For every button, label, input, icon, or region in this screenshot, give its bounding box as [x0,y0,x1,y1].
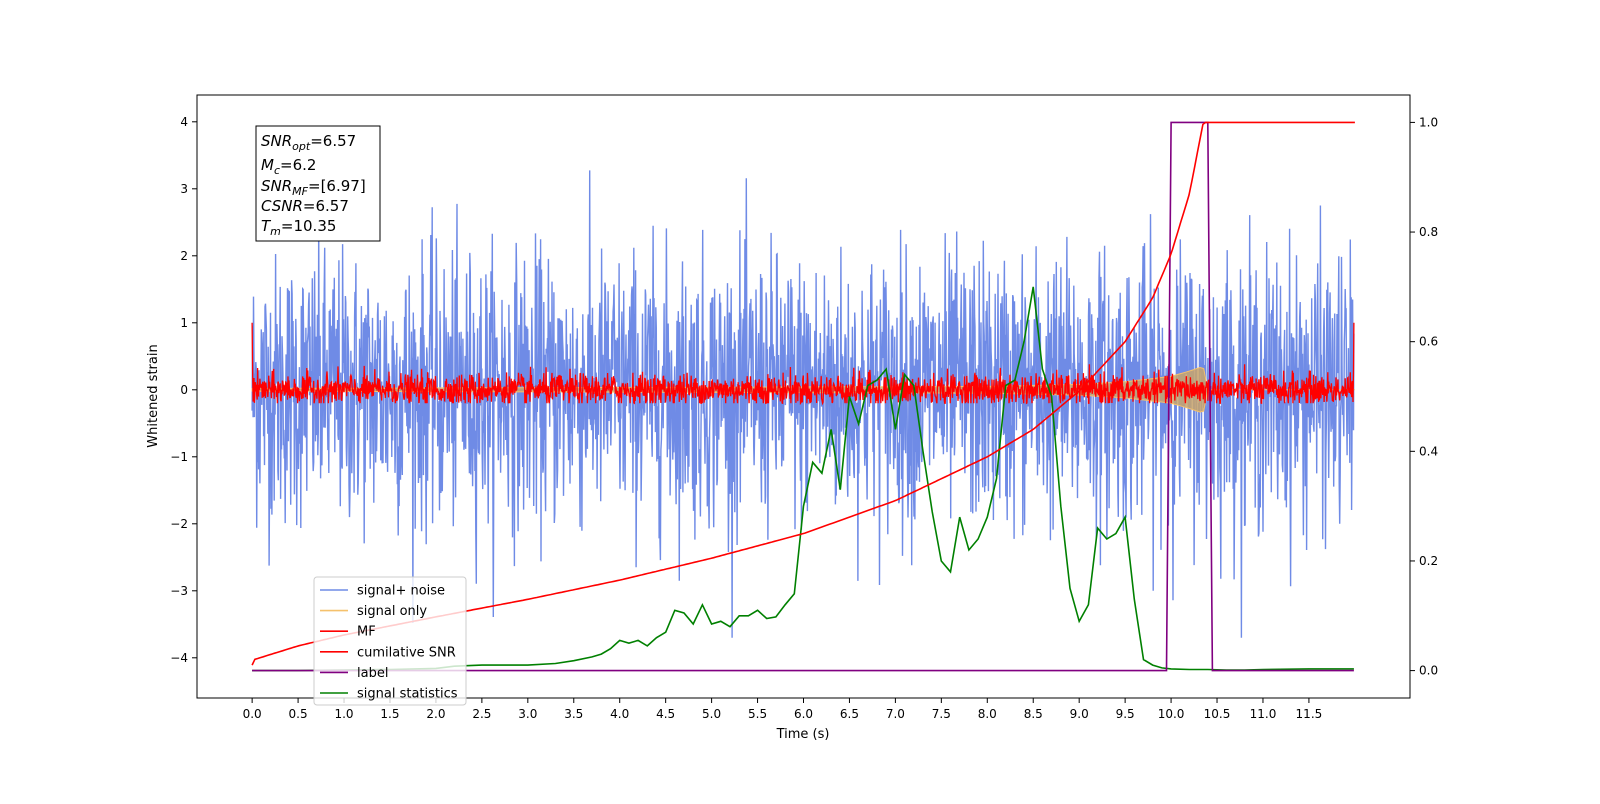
legend: signal+ noise signal only MF cumilative SNR… [313,576,467,706]
x-tick-label: 0.0 [243,707,262,721]
y-right-tick-label: 0.4 [1419,444,1438,458]
x-tick-label: 4.5 [656,707,675,721]
y-right-tick-label: 0.0 [1419,664,1438,678]
y-right-tick-label: 0.8 [1419,225,1438,239]
y-right-tick-label: 1.0 [1419,115,1438,129]
legend-item: MF [320,625,376,640]
legend-item: label [320,666,388,681]
x-tick-label: 3.5 [564,707,583,721]
x-tick-label: 7.5 [932,707,951,721]
legend-label: label [357,666,388,681]
x-tick-label: 6.5 [840,707,859,721]
x-tick-label: 11.0 [1250,707,1277,721]
info-mc: Mc=6.2 [261,156,316,177]
series-label [252,121,1354,672]
legend-label: signal+ noise [357,584,445,599]
y-left-tick-label: 4 [180,115,188,129]
legend-item: signal+ noise [320,584,445,599]
legend-label: signal only [357,604,427,619]
y-left-tick-label: 2 [180,249,188,263]
legend-item: signal only [320,604,427,619]
x-tick-label: 1.5 [380,707,399,721]
y-left-tick-label: −1 [170,450,188,464]
y-left-tick-label: 1 [180,316,188,330]
info-snr-mf: SNRMF=[6.97] [261,177,366,198]
legend-label: MF [357,625,376,640]
x-tick-label: 9.0 [1070,707,1089,721]
series-signal-statistics [252,286,1354,672]
y-left-tick-label: 3 [180,182,188,196]
y-left-tick-label: 0 [180,383,188,397]
info-box: SNRopt=6.57 Mc=6.2 SNRMF=[6.97] CSNR=6.5… [255,125,381,242]
x-tick-label: 6.0 [794,707,813,721]
legend-label: cumilative SNR [357,645,456,660]
x-tick-label: 11.5 [1296,707,1323,721]
info-snr-opt: SNRopt=6.57 [261,132,356,153]
x-tick-label: 2.0 [426,707,445,721]
y-left-tick-label: −3 [170,584,188,598]
legend-label: signal statistics [357,687,458,702]
x-tick-label: 2.5 [472,707,491,721]
legend-item: signal statistics [320,687,458,702]
y-left-tick-label: −2 [170,517,188,531]
y-axis-label: Whitened strain [146,344,161,447]
x-tick-label: 5.5 [748,707,767,721]
x-tick-label: 8.0 [978,707,997,721]
x-tick-label: 10.5 [1204,707,1231,721]
x-tick-label: 10.0 [1158,707,1185,721]
y-right-tick-label: 0.2 [1419,554,1438,568]
x-tick-label: 5.0 [702,707,721,721]
info-csnr: CSNR=6.57 [261,197,349,215]
x-tick-label: 4.0 [610,707,629,721]
x-tick-label: 3.0 [518,707,537,721]
legend-item: cumilative SNR [320,645,456,660]
y-left-tick-label: −4 [170,651,188,665]
y-right-tick-label: 0.6 [1419,335,1438,349]
info-tm: Tm=10.35 [261,217,336,238]
x-axis-label: Time (s) [776,727,830,742]
x-tick-label: 0.5 [289,707,308,721]
x-tick-label: 9.5 [1116,707,1135,721]
x-tick-label: 8.5 [1024,707,1043,721]
x-tick-label: 7.0 [886,707,905,721]
series-mf [251,322,1355,406]
x-tick-label: 1.0 [334,707,353,721]
